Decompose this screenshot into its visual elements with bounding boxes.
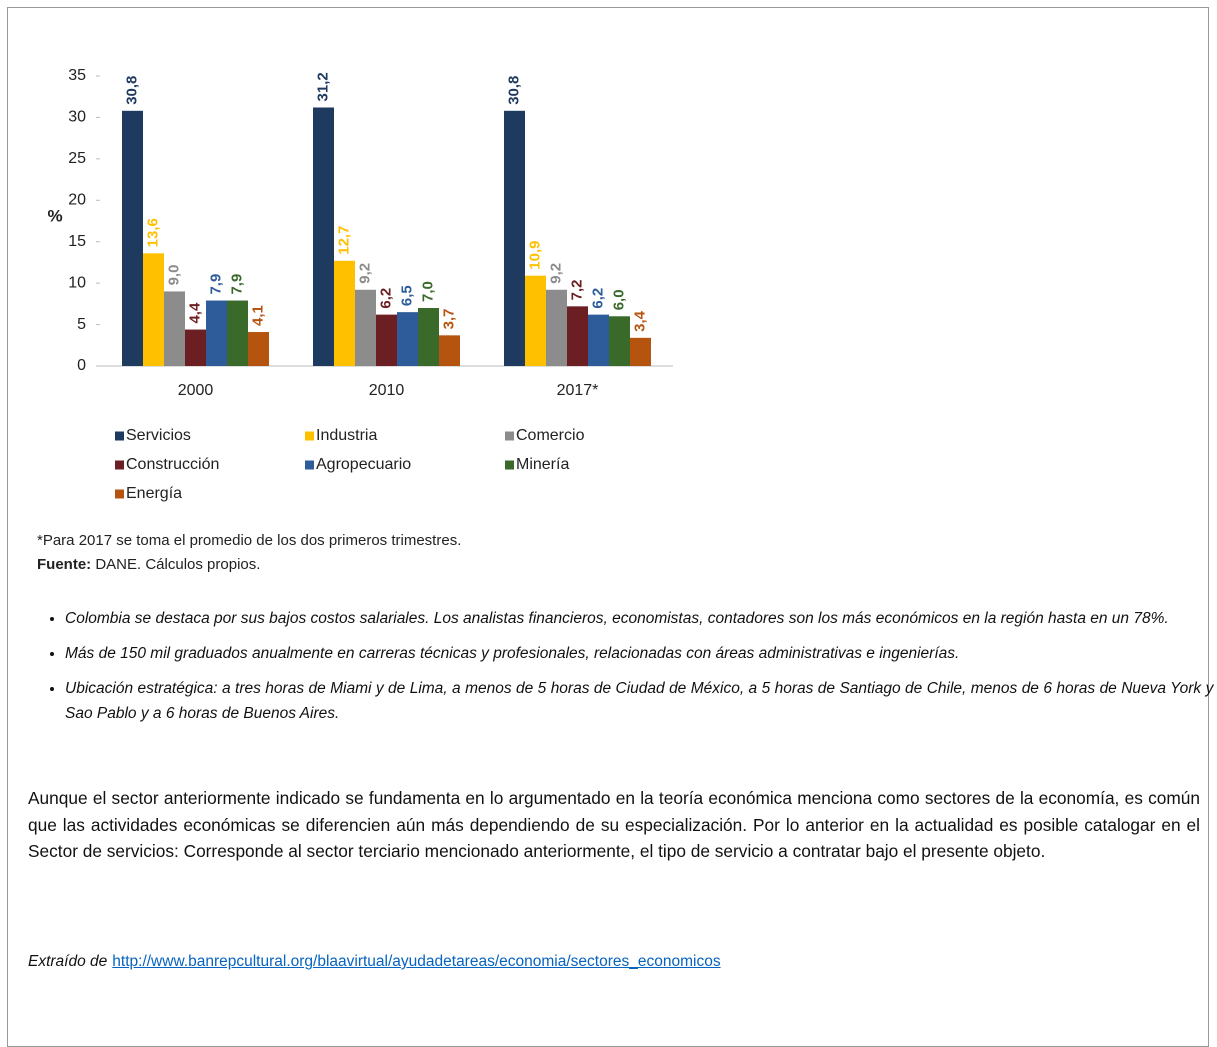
bar xyxy=(355,289,376,366)
bar xyxy=(227,300,248,366)
bar xyxy=(609,316,630,366)
bar xyxy=(525,275,546,366)
y-axis-label: % xyxy=(47,206,62,225)
bar xyxy=(206,300,227,366)
legend-label: Servicios xyxy=(126,427,191,444)
legend-label: Energía xyxy=(126,485,182,502)
legend-label: Agropecuario xyxy=(316,456,411,473)
bullet: Ubicación estratégica: a tres horas de M… xyxy=(65,676,1217,726)
data-label: 7,9 xyxy=(228,274,245,295)
bar xyxy=(439,335,460,366)
legend-swatch xyxy=(115,431,124,441)
legend-swatch xyxy=(305,431,314,441)
bullet: Colombia se destaca por sus bajos costos… xyxy=(65,606,1217,631)
bar xyxy=(313,107,334,366)
y-tick-label: 5 xyxy=(77,316,86,333)
data-label: 31,2 xyxy=(314,72,331,101)
citation-link[interactable]: http://www.banrepcultural.org/blaavirtua… xyxy=(112,953,721,970)
data-label: 6,2 xyxy=(589,288,606,309)
bar xyxy=(630,337,651,366)
bar xyxy=(376,314,397,366)
data-label: 30,8 xyxy=(505,76,522,105)
bar xyxy=(418,308,439,366)
source-text: DANE. Cálculos propios. xyxy=(95,556,261,573)
footnote: *Para 2017 se toma el promedio de los do… xyxy=(37,532,462,549)
citation: Extraído de http://www.banrepcultural.org… xyxy=(28,953,721,971)
bar xyxy=(334,260,355,366)
bar xyxy=(588,314,609,366)
y-tick-label: 15 xyxy=(68,233,86,250)
legend-label: Minería xyxy=(516,456,569,473)
legend-swatch xyxy=(505,431,514,441)
data-label: 9,0 xyxy=(165,265,182,286)
source-label: Fuente: xyxy=(37,556,92,573)
paragraph: Aunque el sector anteriormente indicado … xyxy=(28,788,1200,861)
data-label: 4,1 xyxy=(249,305,266,326)
y-tick-label: 35 xyxy=(68,67,86,84)
data-label: 9,2 xyxy=(547,263,564,284)
legend-label: Comercio xyxy=(516,427,585,444)
bullet-list: Colombia se destaca por sus bajos costos… xyxy=(30,606,1217,736)
legend-label: Construcción xyxy=(126,456,219,473)
legend-swatch xyxy=(115,489,124,499)
data-label: 6,0 xyxy=(610,289,627,310)
bar xyxy=(567,306,588,366)
data-label: 7,9 xyxy=(207,274,224,295)
data-label: 12,7 xyxy=(335,226,352,255)
data-label: 4,4 xyxy=(186,302,203,324)
data-label: 30,8 xyxy=(123,76,140,105)
bar xyxy=(397,312,418,366)
data-label: 3,7 xyxy=(440,308,457,329)
bar xyxy=(143,253,164,366)
data-label: 13,6 xyxy=(144,218,161,247)
bar xyxy=(248,332,269,366)
data-label: 6,5 xyxy=(398,285,415,306)
data-label: 10,9 xyxy=(526,240,543,269)
y-tick-label: 25 xyxy=(68,150,86,167)
legend-swatch xyxy=(115,460,124,470)
legend-swatch xyxy=(305,460,314,470)
bar xyxy=(185,329,206,366)
bar xyxy=(122,110,143,366)
bullet: Más de 150 mil graduados anualmente en c… xyxy=(65,641,1217,666)
y-tick-label: 0 xyxy=(77,357,86,374)
bar xyxy=(546,289,567,366)
data-label: 9,2 xyxy=(356,263,373,284)
y-tick-label: 30 xyxy=(68,109,86,126)
y-tick-label: 20 xyxy=(68,192,86,209)
legend-label: Industria xyxy=(316,427,377,444)
x-tick-label: 2000 xyxy=(178,382,214,399)
data-label: 6,2 xyxy=(377,288,394,309)
bar xyxy=(504,110,525,366)
data-label: 3,4 xyxy=(631,310,648,332)
source: Fuente: DANE. Cálculos propios. xyxy=(37,556,260,573)
y-tick-label: 10 xyxy=(68,274,86,291)
data-label: 7,2 xyxy=(568,279,585,300)
citation-label: Extraído de xyxy=(28,953,108,970)
x-tick-label: 2010 xyxy=(369,382,405,399)
data-label: 7,0 xyxy=(419,281,436,302)
legend-swatch xyxy=(505,460,514,470)
bar xyxy=(164,291,185,366)
x-tick-label: 2017* xyxy=(557,382,599,399)
